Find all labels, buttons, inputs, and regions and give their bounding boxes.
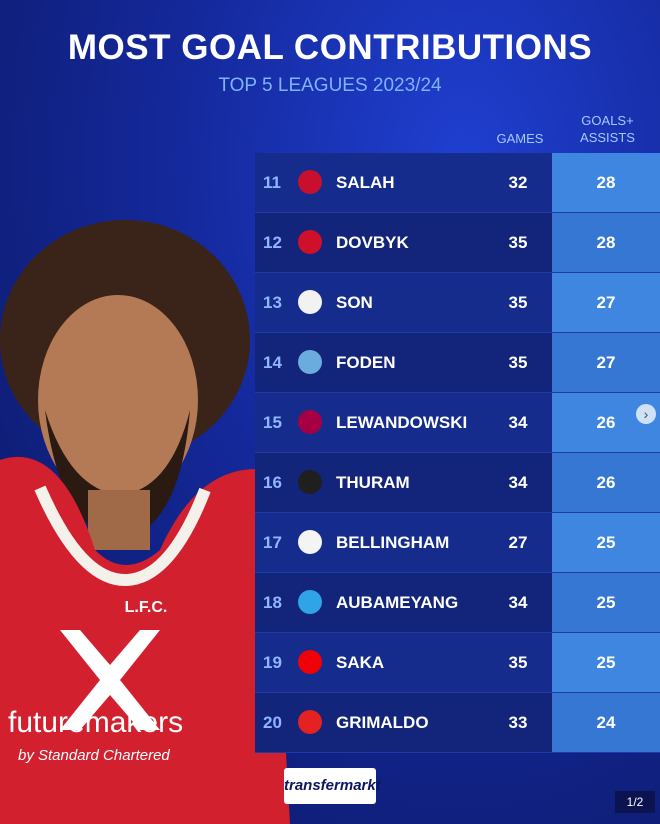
- table-row: 18 AUBAMEYANG 34 25: [255, 573, 660, 633]
- table-row: 19 SAKA 35 25: [255, 633, 660, 693]
- shirt-sponsor: futuremakers: [8, 706, 183, 739]
- table-row: 13 SON 35 27: [255, 273, 660, 333]
- highlight-column: [552, 453, 660, 512]
- page-indicator: 1/2: [615, 791, 655, 813]
- games: 34: [508, 473, 528, 492]
- player-name: BELLINGHAM: [336, 533, 450, 552]
- rank: 11: [263, 173, 281, 192]
- player-name: AUBAMEYANG: [336, 593, 459, 612]
- table-row: 14 FODEN 35 27: [255, 333, 660, 393]
- player-name: THURAM: [336, 473, 410, 492]
- rank: 17: [263, 533, 282, 552]
- highlight-column: [552, 333, 660, 392]
- shirt-sponsor-sub: by Standard Chartered: [18, 747, 170, 764]
- table-row: 20 GRIMALDO 33 24: [255, 693, 660, 753]
- highlight-column: [552, 573, 660, 632]
- rank: 13: [263, 293, 282, 312]
- table-row: 16 THURAM 34 26: [255, 453, 660, 513]
- games: 35: [508, 233, 528, 252]
- goal-contributions: 28: [596, 173, 616, 192]
- club-logo: [298, 470, 322, 494]
- club-logo: [298, 350, 322, 374]
- player-name: GRIMALDO: [336, 713, 429, 732]
- player-photo: L.F.C. futuremakers by Standard Chartere…: [0, 220, 290, 824]
- games: 27: [508, 533, 528, 552]
- club-logo: [298, 590, 322, 614]
- rank: 19: [263, 653, 282, 672]
- player-name: LEWANDOWSKI: [336, 413, 468, 432]
- highlight-column: [552, 213, 660, 272]
- subtitle: TOP 5 LEAGUES 2023/24: [218, 75, 442, 96]
- shirt-crest-text: L.F.C.: [125, 599, 168, 616]
- goal-contributions: 26: [596, 413, 616, 432]
- player-name: SAKA: [336, 653, 385, 672]
- club-logo: [298, 710, 322, 734]
- table-row: 11 SALAH 32 28: [255, 153, 660, 213]
- goal-contributions: 27: [596, 353, 616, 372]
- rank: 12: [263, 233, 282, 252]
- goal-contributions: 26: [596, 473, 616, 492]
- goal-contributions: 25: [596, 653, 616, 672]
- goal-contributions: 28: [596, 233, 616, 252]
- table-row: 17 BELLINGHAM 27 25: [255, 513, 660, 573]
- rank: 18: [263, 593, 282, 612]
- goal-contributions: 24: [596, 713, 616, 732]
- club-logo: [298, 230, 322, 254]
- highlight-column: [552, 693, 660, 752]
- highlight-column: [552, 273, 660, 332]
- games: 35: [508, 653, 528, 672]
- ranking-table: 11 SALAH 32 28 12 DOVBYK 35 28 13 SON 35 27 14 FODEN 3…: [255, 153, 660, 753]
- games: 34: [508, 593, 528, 612]
- games: 33: [508, 713, 528, 732]
- table-row: 12 DOVBYK 35 28: [255, 213, 660, 273]
- rank: 15: [263, 413, 282, 432]
- title: MOST GOAL CONTRIBUTIONS: [67, 28, 593, 67]
- goal-contributions: 25: [596, 593, 616, 612]
- player-name: SALAH: [336, 173, 395, 192]
- column-header: GOALS+ ASSISTS: [570, 112, 645, 146]
- club-logo: [298, 650, 322, 674]
- club-logo: [298, 290, 322, 314]
- table-row: 15 LEWANDOWSKI 34 26: [255, 393, 660, 453]
- club-logo: [298, 170, 322, 194]
- club-logo: [298, 530, 322, 554]
- player-name: FODEN: [336, 353, 396, 372]
- next-slide-button[interactable]: ›: [636, 404, 656, 424]
- rank: 16: [263, 473, 282, 492]
- player-name: DOVBYK: [336, 233, 409, 252]
- games: 34: [508, 413, 528, 432]
- brand-logo: transfermarkt: [284, 768, 381, 804]
- highlight-column: [552, 153, 660, 212]
- player-name: SON: [336, 293, 373, 312]
- games: 35: [508, 293, 528, 312]
- club-logo: [298, 410, 322, 434]
- games: 35: [508, 353, 528, 372]
- highlight-column: [552, 633, 660, 692]
- column-header-line: GOALS+: [581, 113, 634, 128]
- column-header-line: ASSISTS: [580, 130, 635, 145]
- goal-contributions: 25: [596, 533, 616, 552]
- goal-contributions: 27: [596, 293, 616, 312]
- rank: 20: [263, 713, 282, 732]
- column-header: GAMES: [496, 131, 544, 146]
- games: 32: [508, 173, 528, 192]
- highlight-column: [552, 513, 660, 572]
- rank: 14: [263, 353, 282, 372]
